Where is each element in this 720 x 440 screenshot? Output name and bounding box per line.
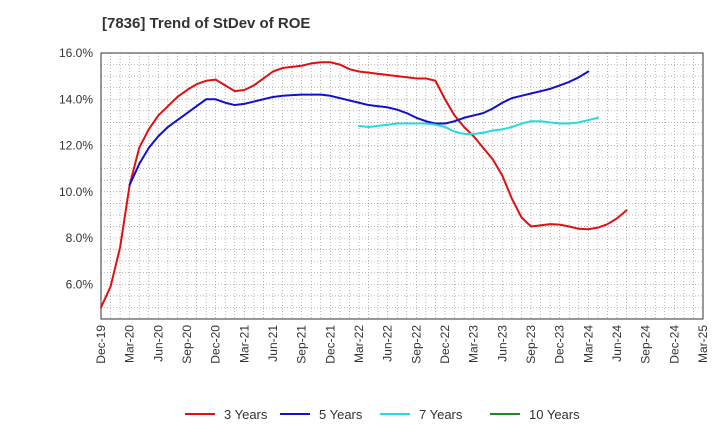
x-tick-label: Jun-21 [266,325,280,362]
x-tick-label: Mar-22 [352,325,366,363]
x-tick-label: Mar-21 [237,325,251,363]
x-axis-ticks: Dec-19 Mar-20 Jun-20 Sep-20 Dec-20 Mar-21 Jun-… [94,325,710,364]
grid [101,53,703,319]
legend-label-10-years: 10 Years [529,407,580,422]
y-tick-label: 14.0% [59,92,93,106]
y-tick-label: 6.0% [66,277,94,291]
x-tick-label: Sep-20 [180,325,194,364]
y-tick-label: 8.0% [66,231,94,245]
chart-title: [7836] Trend of StDev of ROE [102,15,310,32]
y-tick-label: 12.0% [59,139,93,153]
x-tick-label: Dec-19 [94,325,108,364]
legend-label-3-years: 3 Years [224,407,268,422]
x-tick-label: Sep-23 [524,325,538,364]
x-tick-label: Jun-24 [610,325,624,362]
x-tick-label: Sep-21 [295,325,309,364]
legend: 3 Years 5 Years 7 Years 10 Years [185,407,580,422]
series-line-5-years [128,70,590,186]
y-tick-label: 10.0% [59,185,93,199]
x-tick-label: Mar-24 [581,325,595,363]
x-tick-label: Jun-22 [381,325,395,362]
x-tick-label: Dec-21 [323,325,337,364]
y-axis-ticks: 6.0% 8.0% 10.0% 12.0% 14.0% 16.0% [59,46,93,291]
x-tick-label: Mar-20 [123,325,137,363]
plot-area-border [100,52,704,320]
x-tick-label: Jun-23 [495,325,509,362]
x-tick-label: Dec-24 [667,325,681,364]
legend-label-5-years: 5 Years [319,407,363,422]
x-tick-label: Mar-23 [467,325,481,363]
series-lines [100,61,628,309]
x-tick-label: Dec-23 [553,325,567,364]
x-tick-label: Jun-20 [151,325,165,362]
x-tick-label: Dec-22 [438,325,452,364]
series-line-7-years [358,116,599,135]
x-tick-label: Sep-22 [409,325,423,364]
y-tick-label: 16.0% [59,46,93,60]
x-tick-label: Mar-25 [696,325,710,363]
x-tick-label: Dec-20 [209,325,223,364]
series-line-3-years [100,61,628,309]
x-tick-label: Sep-24 [639,325,653,364]
legend-label-7-years: 7 Years [419,407,463,422]
